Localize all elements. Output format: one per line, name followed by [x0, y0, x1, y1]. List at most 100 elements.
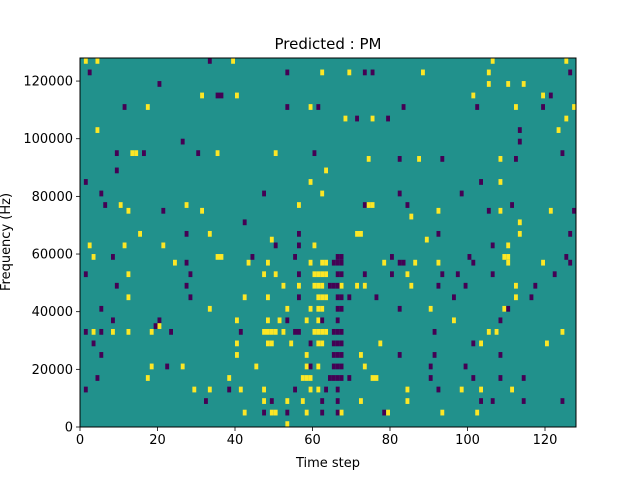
- heatmap-cell-high: [572, 104, 576, 110]
- heatmap-cell-low: [390, 271, 394, 278]
- heatmap-cell-low: [498, 375, 503, 381]
- heatmap-cell-low: [308, 340, 313, 347]
- heatmap-cell-high: [405, 398, 410, 404]
- heatmap-cell-high: [126, 294, 131, 301]
- heatmap-cell-high: [362, 282, 367, 289]
- heatmap-cell-low: [297, 294, 301, 301]
- x-tick-label: 80: [382, 433, 399, 448]
- heatmap-cell-high: [235, 92, 239, 99]
- heatmap-cell-high: [300, 375, 305, 381]
- y-tick-label: 80000: [32, 190, 73, 205]
- heatmap-cell-high: [440, 409, 445, 416]
- heatmap-cell-low: [335, 363, 340, 370]
- heatmap-cell-low: [405, 202, 410, 208]
- heatmap-cell-low: [238, 328, 243, 335]
- heatmap-cell-low: [122, 104, 127, 110]
- heatmap-cell-low: [432, 352, 437, 358]
- heatmap-cell-high: [262, 271, 266, 278]
- heatmap-cell-high: [541, 259, 545, 266]
- heatmap-cell-high: [498, 179, 503, 185]
- heatmap-cell-high: [297, 202, 301, 208]
- heatmap-cell-low: [339, 254, 344, 260]
- heatmap-cell-low: [335, 375, 340, 381]
- heatmap-cell-low: [335, 305, 340, 312]
- heatmap-cell-high: [308, 104, 313, 110]
- heatmap-cell-low: [273, 242, 278, 249]
- heatmap-cell-high: [316, 294, 321, 301]
- heatmap-cell-low: [320, 317, 325, 324]
- heatmap-cell-high: [378, 340, 383, 347]
- plot-frame: [79, 57, 577, 428]
- heatmap-cell-low: [114, 167, 119, 174]
- x-tick-label: 0: [76, 433, 84, 448]
- heatmap-cell-low: [99, 352, 104, 358]
- heatmap-cell-high: [347, 69, 352, 76]
- heatmap-cell-low: [529, 294, 534, 301]
- heatmap-cell-high: [374, 375, 379, 381]
- heatmap-cell-low: [204, 398, 208, 404]
- heatmap-cell-high: [308, 305, 313, 312]
- heatmap-cell-high: [421, 69, 425, 76]
- heatmap-cell-high: [471, 92, 476, 99]
- heatmap-cell-low: [262, 190, 266, 197]
- chart-title: Predicted : PM: [275, 35, 382, 53]
- heatmap-cell-high: [145, 104, 150, 110]
- heatmap-cell-high: [324, 328, 328, 335]
- heatmap-cell-low: [184, 259, 189, 266]
- y-tick-label: 20000: [32, 363, 73, 378]
- heatmap-cell-low: [568, 230, 573, 237]
- heatmap-cell-high: [436, 207, 441, 214]
- heatmap-cell-low: [382, 409, 387, 416]
- heatmap-cell-high: [87, 242, 92, 249]
- heatmap-cell-low: [339, 294, 344, 301]
- heatmap-cell-high: [506, 81, 511, 87]
- heatmap-cell-high: [297, 282, 301, 289]
- heatmap-cell-low: [471, 259, 476, 266]
- heatmap-cell-low: [83, 179, 88, 185]
- heatmap-cell-high: [316, 386, 321, 393]
- heatmap-cell-low: [297, 230, 301, 237]
- heatmap-cell-low: [533, 282, 538, 289]
- heatmap-cell-low: [91, 340, 96, 347]
- heatmap-cell-high: [184, 202, 189, 208]
- heatmap-cell-high: [324, 271, 328, 278]
- heatmap-cell-high: [409, 282, 414, 289]
- heatmap-cell-low: [386, 115, 390, 122]
- heatmap-cell-high: [281, 328, 286, 335]
- heatmap-cell-high: [517, 230, 522, 237]
- heatmap-cell-high: [242, 294, 247, 301]
- heatmap-cell-high: [316, 305, 321, 312]
- heatmap-cell-high: [118, 202, 123, 208]
- heatmap-cell-low: [184, 282, 189, 289]
- heatmap-cell-high: [506, 242, 511, 249]
- heatmap-cell-high: [316, 282, 321, 289]
- heatmap-cell-low: [180, 138, 185, 145]
- heatmap-cell-low: [95, 375, 100, 381]
- heatmap-cell-low: [440, 156, 445, 162]
- heatmap-cell-low: [335, 386, 340, 393]
- heatmap-cell-high: [452, 317, 456, 324]
- heatmap-cell-high: [355, 230, 359, 237]
- heatmap-cell-low: [331, 282, 336, 289]
- heatmap-cell-low: [169, 328, 173, 335]
- heatmap-cell-high: [355, 282, 359, 289]
- y-tick-label: 120000: [23, 75, 73, 90]
- heatmap-cell-high: [289, 340, 294, 347]
- heatmap-cell-high: [498, 156, 503, 162]
- heatmap-cell-low: [459, 190, 464, 197]
- heatmap-cell-high: [219, 254, 224, 260]
- heatmap-cell-low: [157, 81, 162, 87]
- heatmap-cell-low: [312, 150, 317, 157]
- x-axis-label: Time step: [295, 456, 360, 471]
- heatmap-cell-high: [424, 236, 429, 243]
- heatmap-cell-low: [401, 104, 406, 110]
- heatmap-cell-low: [498, 317, 503, 324]
- heatmap-cell-high: [514, 282, 518, 289]
- heatmap-cell-high: [95, 58, 100, 64]
- heatmap-cell-low: [285, 409, 290, 416]
- heatmap-cell-high: [126, 328, 131, 335]
- heatmap-cell-low: [463, 363, 468, 370]
- heatmap-cell-low: [157, 317, 162, 324]
- heatmap-cell-low: [490, 242, 495, 249]
- heatmap-cell-low: [362, 69, 367, 76]
